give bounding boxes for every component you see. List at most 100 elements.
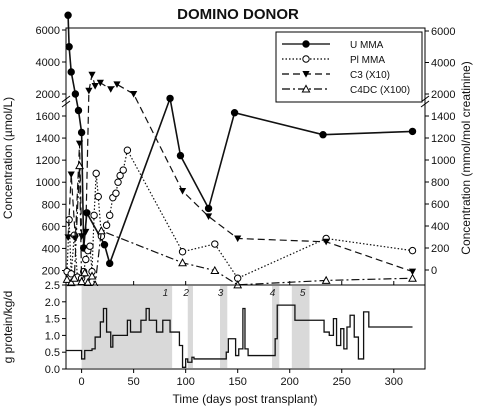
data-point-u-mma [67,68,75,76]
data-point-c3-x10 [178,188,187,195]
data-point-pl-mma [106,211,114,220]
data-point-c3-x10 [88,71,96,79]
x-tick-label: 300 [385,376,403,388]
legend-label-c3-x10: C3 (X10) [350,70,390,81]
data-point-c3-x10 [82,228,90,236]
data-point-c3-x10 [71,235,79,243]
data-point-c4dc-x100 [75,161,84,170]
y-axis-label-lower: g protein/kg/d [1,291,15,364]
data-point-c3-x10 [322,238,330,246]
data-point-u-mma [74,106,83,115]
data-point-pl-mma [116,171,124,180]
data-point-pl-mma [82,255,90,264]
data-point-c4dc-x100 [210,265,220,274]
data-point-c4dc-x100 [80,268,90,277]
series-line-c4dc-x100 [66,165,413,286]
y-axis-label-left: Concentration (µmol/L) [1,97,15,219]
data-point-u-mma [166,94,174,103]
data-point-u-mma [71,90,80,98]
data-point-u-mma [408,127,417,136]
data-point-c4dc-x100 [83,277,93,287]
period-label-1: 1 [163,288,169,299]
legend: U MMA Pl MMA C3 (X10) C4DC (X100) [275,31,423,103]
right-tick-label: 600 [431,199,449,211]
x-tick-label: 0 [79,376,85,388]
data-point-c3-x10 [130,91,138,98]
series-pl-mma [63,146,417,282]
data-point-u-mma [100,241,109,249]
left-tick-label: 200 [42,266,60,278]
lower-plot-frame [65,284,426,370]
axis-break-mark [420,100,430,108]
data-point-c3-x10 [85,87,93,95]
axis-break-mark [61,100,71,108]
data-point-pl-mma [102,221,111,229]
period-label-5: 5 [300,288,306,299]
data-point-u-mma [176,151,185,160]
data-point-u-mma [319,131,327,139]
data-point-pl-mma [119,166,127,174]
x-tick-label: 150 [229,376,247,388]
data-point-c4dc-x100 [69,273,79,282]
left-tick-label: 1600 [36,111,60,123]
data-point-c3-x10 [91,83,99,90]
data-point-pl-mma [94,192,102,201]
legend-marker-u-mma [302,40,310,48]
data-point-pl-mma [114,178,122,186]
data-point-pl-mma [408,246,417,255]
period-label-4: 4 [270,288,276,299]
left-tick-label: 6000 [36,25,60,37]
chart-title: DOMINO DONOR [177,6,299,23]
series-u-mma [64,11,417,268]
legend-marker-pl-mma [302,55,310,63]
left-tick-label: 1400 [36,133,60,145]
data-point-c4dc-x100 [178,258,187,267]
x-tick-label: 100 [176,376,194,388]
left-tick-label: 400 [42,243,60,255]
series-line-u-mma [67,15,413,267]
right-tick-label: 1400 [431,111,455,123]
lower-panel: 1 2 3 4 50 50 100 150 200 250 3000.00.51.01.52.02.… [45,280,426,388]
data-point-c3-x10 [107,86,115,93]
data-point-c3-x10 [408,268,417,276]
x-tick-label: 250 [333,376,351,388]
data-point-c3-x10 [67,171,75,179]
data-point-c3-x10 [75,140,84,148]
data-point-c3-x10 [96,79,104,87]
data-point-c3-x10 [78,233,86,240]
period-label-2: 2 [182,288,189,299]
right-tick-label: 2000 [431,89,455,101]
data-point-pl-mma [112,189,120,197]
protein-intake-line [66,304,413,368]
left-tick-label: 1200 [36,155,60,167]
shaded-period-4 [272,286,280,368]
x-tick-label: 200 [281,376,299,388]
data-point-c4dc-x100 [66,277,76,287]
period-label-3: 3 [218,288,224,299]
data-point-c3-x10 [64,234,72,241]
data-point-u-mma [204,204,213,213]
data-point-u-mma [106,259,114,268]
data-point-pl-mma [92,169,100,178]
data-point-c3-x10 [234,235,242,243]
lower-y-tick-label: 2.0 [45,297,60,309]
data-point-pl-mma [178,248,187,256]
series-line-c3-x10 [67,74,413,273]
right-tick-label: 6000 [431,26,455,38]
left-tick-label: 800 [42,199,60,211]
right-tick-label: 800 [431,177,449,189]
shaded-period-2 [187,286,193,368]
series-line-pl-mma [66,148,413,279]
legend-marker-c3-x10 [302,71,310,78]
data-point-c3-x10 [204,213,213,221]
upper-panel: 6000 4000 2000 1600 1400 1200 1000 800 600 400 200… [36,11,455,289]
right-tick-label: 1000 [431,155,455,167]
x-tick-label: 50 [128,376,140,388]
data-point-c4dc-x100 [96,226,106,235]
axis-break-mark [61,95,71,103]
data-point-u-mma [64,11,72,19]
data-point-c4dc-x100 [62,274,72,283]
legend-label-pl-mma: Pl MMA [350,55,385,66]
right-tick-label: 4000 [431,58,455,70]
